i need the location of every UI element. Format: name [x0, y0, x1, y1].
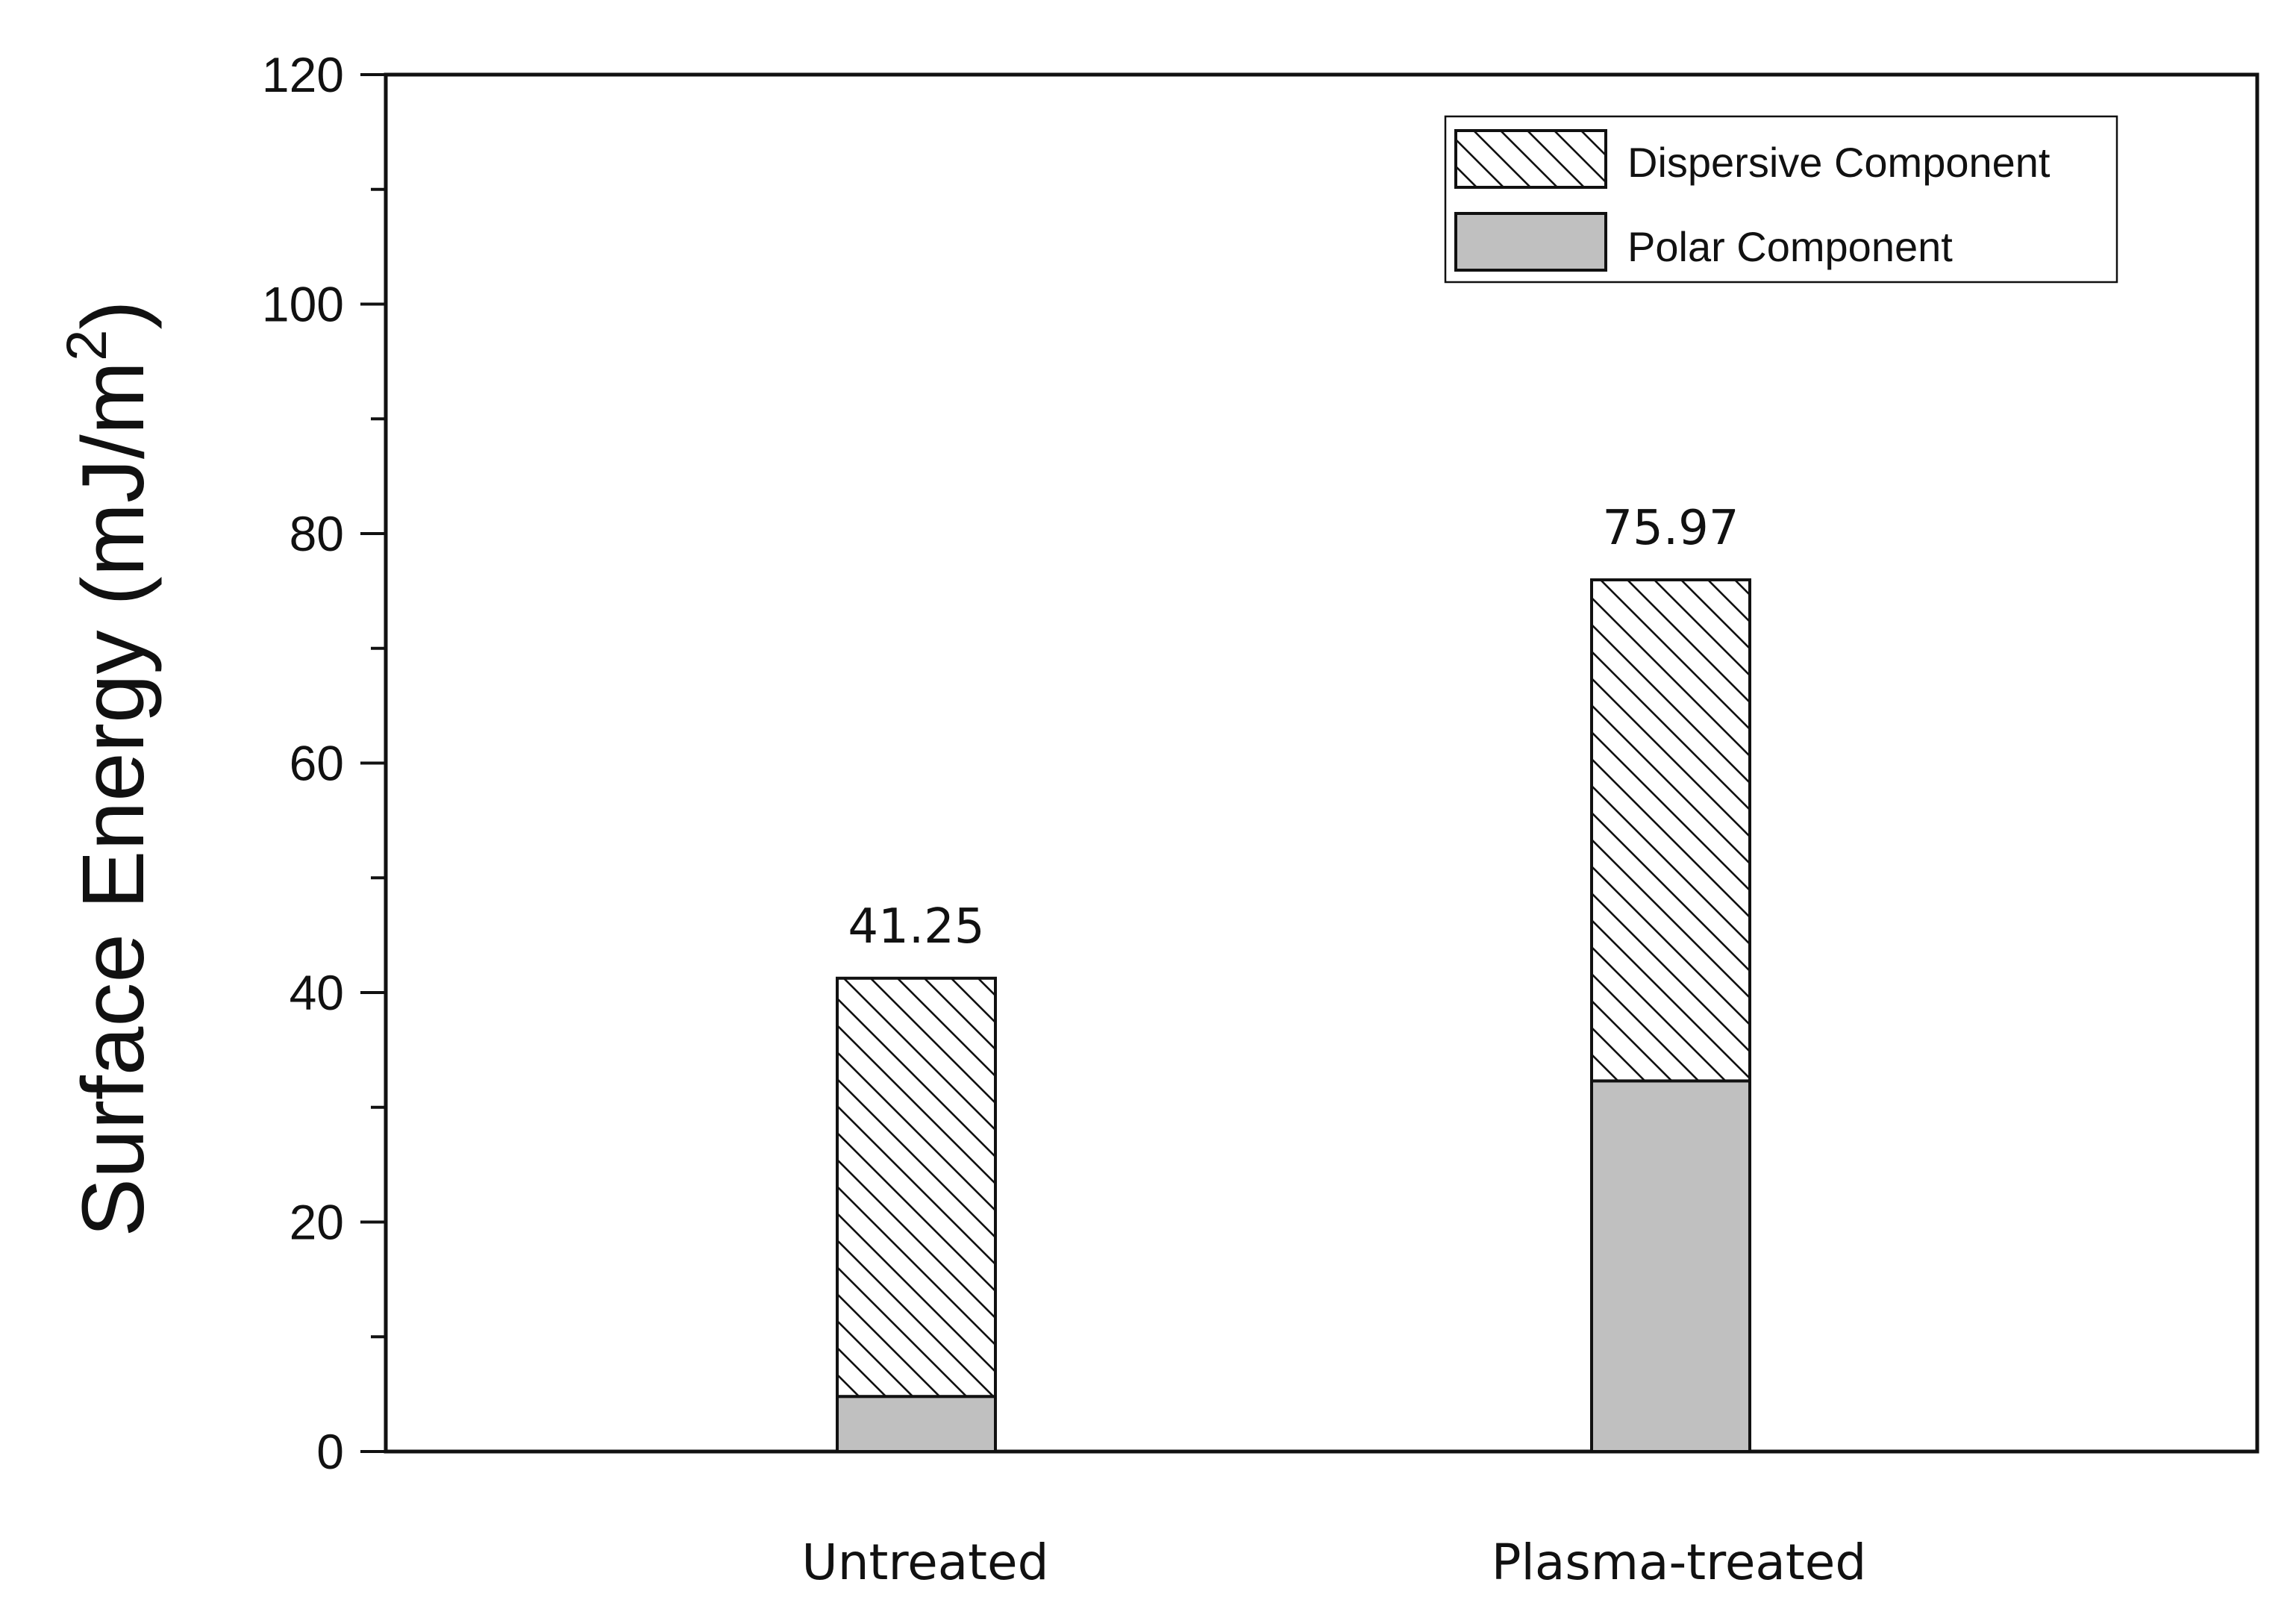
y-tick-label: 0	[316, 1424, 344, 1479]
bar-polar-plasma-treated	[1590, 1079, 1751, 1453]
legend-label-polar: Polar Component	[1627, 223, 1953, 270]
y-tick-label: 40	[290, 965, 344, 1020]
x-category-label: Untreated	[801, 1534, 1048, 1591]
bar-dispersive-plasma-treated	[1590, 578, 1751, 1083]
y-tick-label: 20	[290, 1195, 344, 1250]
y-tick-label: 60	[290, 736, 344, 791]
y-axis-label: Surface Energy (mJ/m2)	[55, 300, 163, 1237]
y-axis-ticks	[360, 73, 386, 1453]
x-category-label: Plasma-treated	[1492, 1534, 1867, 1591]
y-tick-label: 100	[262, 277, 344, 332]
x-axis-category-labels: Untreated Plasma-treated	[801, 1534, 1866, 1591]
legend: Dispersive Component Polar Component	[1444, 115, 2118, 284]
legend-label-dispersive: Dispersive Component	[1627, 139, 2051, 186]
y-tick-label: 120	[262, 47, 344, 102]
y-axis-tick-labels: 0 20 40 60 80 100 120	[262, 47, 344, 1479]
bar-total-label: 41.25	[848, 899, 984, 954]
y-tick-label: 80	[290, 506, 344, 561]
bar-dispersive-untreated	[836, 976, 997, 1399]
bar-polar-untreated	[836, 1395, 997, 1453]
bar-series	[836, 578, 1751, 1453]
bar-total-labels: 41.25 75.97	[848, 501, 1739, 954]
legend-swatch-dispersive	[1454, 129, 1607, 189]
legend-swatch-polar	[1454, 212, 1607, 272]
bar-total-label: 75.97	[1602, 501, 1739, 556]
